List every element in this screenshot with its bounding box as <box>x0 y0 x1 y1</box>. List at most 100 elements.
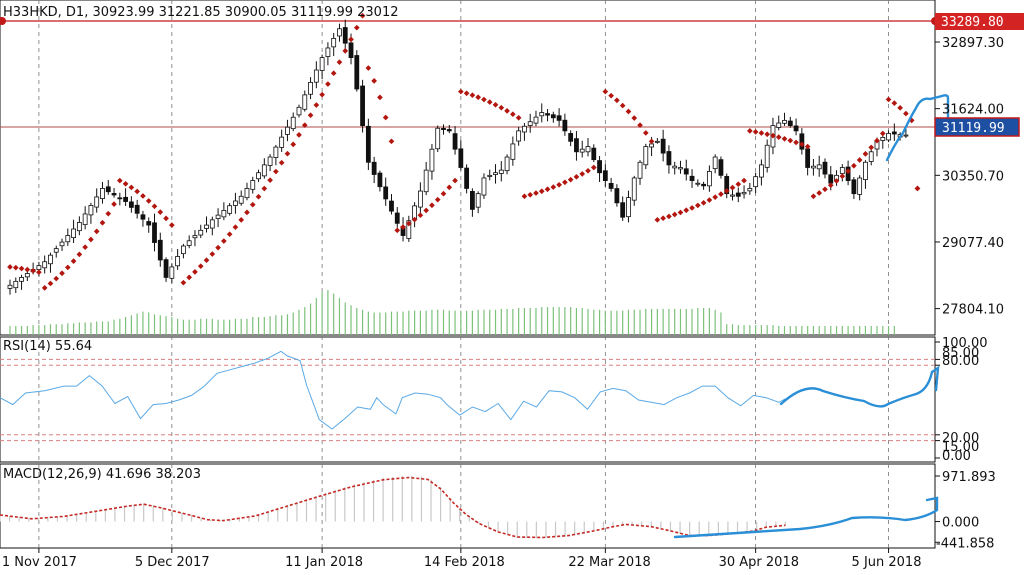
sar-dot <box>284 150 291 157</box>
sar-dot <box>301 122 308 128</box>
candle <box>204 216 209 233</box>
candles <box>7 19 909 295</box>
sar-dot <box>851 162 857 169</box>
sar-dot <box>7 264 13 270</box>
candle <box>822 158 828 179</box>
candle <box>296 104 302 118</box>
sar-dot <box>145 198 152 204</box>
candle <box>683 159 689 181</box>
candle <box>389 194 394 215</box>
candle <box>886 130 891 143</box>
candle <box>764 139 770 173</box>
candle <box>279 129 285 152</box>
rsi-levels <box>0 358 935 442</box>
sar-dot <box>140 193 146 199</box>
candle <box>446 124 452 134</box>
sar-dot <box>24 266 31 273</box>
price-pane: H33HKD, D1, 30923.99 31221.85 30900.05 3… <box>0 5 950 335</box>
candle <box>238 190 244 206</box>
sar-dot <box>475 94 482 101</box>
candle <box>585 137 591 157</box>
candle <box>666 145 672 174</box>
sar-dot <box>429 202 435 209</box>
sar-dot <box>486 99 493 105</box>
macd-tick-label: 0.000 <box>942 516 979 531</box>
candle <box>782 112 787 126</box>
sar-dot <box>76 251 83 258</box>
resistance-tag[interactable]: 33289.80 <box>931 13 1024 30</box>
candle <box>608 177 614 192</box>
sar-dot <box>111 201 117 207</box>
candle <box>417 182 423 214</box>
sar-dot <box>64 264 71 271</box>
sar-dot <box>336 59 343 65</box>
candle <box>302 90 308 112</box>
sar-dot <box>498 104 505 111</box>
date-tick-label: 1 Nov 2017 <box>2 555 77 570</box>
candle <box>597 155 602 182</box>
sar-dot <box>816 190 823 196</box>
candle <box>325 42 331 66</box>
sar-dot <box>510 111 516 118</box>
sar-dot <box>833 178 840 184</box>
candle <box>7 279 13 295</box>
sar-dot <box>550 184 557 190</box>
candle <box>128 196 134 213</box>
sar-dot <box>307 112 314 119</box>
sar-dot <box>845 168 851 174</box>
candle <box>48 252 53 273</box>
candle <box>799 128 805 155</box>
sar-dot <box>718 191 724 197</box>
candle <box>643 143 649 170</box>
sar-dot <box>382 114 389 121</box>
candle <box>313 61 319 89</box>
price-header: H33HKD, D1, 30923.99 31221.85 30900.05 3… <box>3 5 399 20</box>
candle <box>123 188 128 206</box>
sar-dot <box>330 70 337 77</box>
sar-dot <box>614 97 620 104</box>
candle <box>354 50 360 92</box>
sar-dot <box>59 270 65 277</box>
macd-axis: 971.893 0.000 -441.858 <box>935 470 996 551</box>
sar-dot <box>296 132 302 138</box>
sar-dot <box>862 151 869 157</box>
sar-dot <box>353 24 360 31</box>
date-axis: 1 Nov 2017 5 Dec 2017 11 Jan 2018 14 Feb 20… <box>2 548 921 570</box>
header-close: 31119.99 <box>291 5 357 20</box>
sar-dot <box>394 227 401 234</box>
candle <box>527 113 533 133</box>
sar-dot <box>405 220 412 227</box>
sar-dot <box>538 188 545 195</box>
sar-dot <box>186 274 193 281</box>
macd-pane: MACD(12,26,9) 41.696 38.203 <box>0 467 939 539</box>
candle <box>13 277 19 294</box>
sar-dot <box>469 92 476 98</box>
last-price-tag-label: 31119.99 <box>942 121 1005 136</box>
macd-tick-label: -441.858 <box>936 536 994 551</box>
candle <box>360 79 365 133</box>
candle <box>475 191 481 214</box>
candle <box>186 235 192 249</box>
candle <box>441 124 446 135</box>
candle <box>261 158 267 179</box>
candle <box>498 161 504 182</box>
candle <box>221 202 227 221</box>
candle <box>487 169 493 181</box>
candle <box>215 208 221 228</box>
header-open: 30923.99 <box>92 5 158 20</box>
sar-dot <box>839 173 846 180</box>
candle <box>579 140 585 158</box>
candle <box>423 161 429 196</box>
sar-dot <box>689 205 695 211</box>
candle <box>76 216 82 236</box>
sar-dot <box>706 197 713 203</box>
date-tick-label: 11 Jan 2018 <box>285 555 363 570</box>
sar-dot <box>648 138 655 145</box>
rsi-tick-label: 0.00 <box>942 449 971 464</box>
candle <box>19 274 24 290</box>
resistance-line-handle[interactable] <box>0 17 6 25</box>
candle <box>175 248 181 270</box>
sar-dot <box>567 176 574 183</box>
sar-dot <box>897 104 903 111</box>
candle <box>163 257 169 282</box>
